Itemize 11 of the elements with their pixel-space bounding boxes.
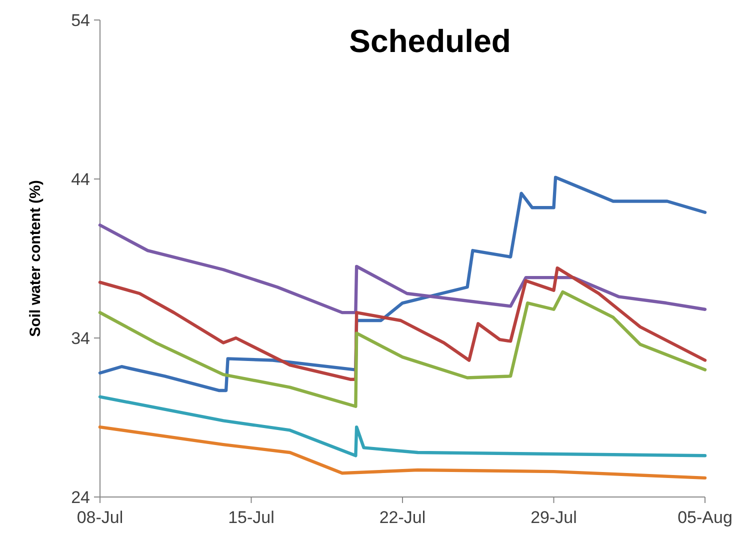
x-tick-label: 29-Jul <box>530 508 577 527</box>
x-tick-label: 15-Jul <box>228 508 274 527</box>
x-tick-label: 05-Aug <box>678 508 732 527</box>
x-tick-label: 22-Jul <box>379 508 426 527</box>
y-axis-title: Soil water content (%) <box>27 180 44 337</box>
x-tick-label: 08-Jul <box>76 508 124 527</box>
y-tick-label: 54 <box>71 10 90 30</box>
chart-title: Scheduled <box>349 23 511 59</box>
y-tick-label: 34 <box>71 328 90 348</box>
y-tick-label: 24 <box>71 488 90 507</box>
y-tick-label: 44 <box>71 170 90 189</box>
